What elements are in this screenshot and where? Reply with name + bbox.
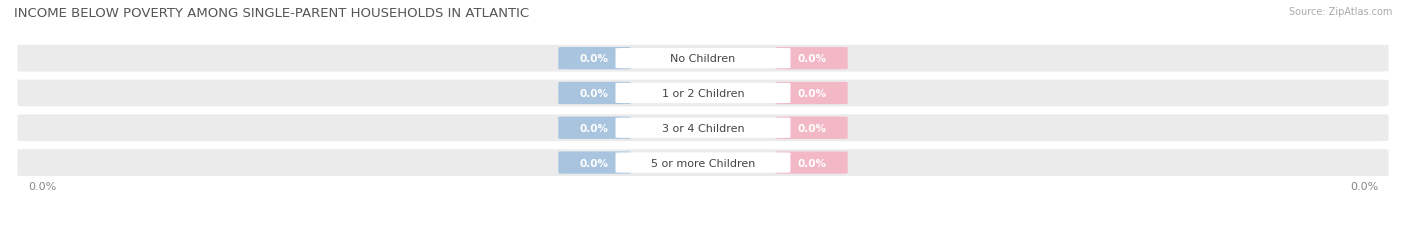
Text: INCOME BELOW POVERTY AMONG SINGLE-PARENT HOUSEHOLDS IN ATLANTIC: INCOME BELOW POVERTY AMONG SINGLE-PARENT…	[14, 7, 529, 20]
Text: 0.0%: 0.0%	[1350, 181, 1378, 191]
Text: 3 or 4 Children: 3 or 4 Children	[662, 123, 744, 133]
Text: No Children: No Children	[671, 54, 735, 64]
FancyBboxPatch shape	[775, 152, 848, 174]
FancyBboxPatch shape	[17, 149, 1389, 176]
FancyBboxPatch shape	[17, 115, 1389, 142]
Text: 0.0%: 0.0%	[797, 158, 825, 168]
Text: 0.0%: 0.0%	[581, 88, 609, 99]
FancyBboxPatch shape	[616, 49, 790, 69]
FancyBboxPatch shape	[558, 48, 631, 70]
FancyBboxPatch shape	[616, 83, 790, 104]
FancyBboxPatch shape	[616, 118, 790, 138]
Text: Source: ZipAtlas.com: Source: ZipAtlas.com	[1288, 7, 1392, 17]
FancyBboxPatch shape	[775, 117, 848, 139]
FancyBboxPatch shape	[558, 82, 631, 105]
FancyBboxPatch shape	[775, 48, 848, 70]
Text: 0.0%: 0.0%	[28, 181, 56, 191]
Text: 1 or 2 Children: 1 or 2 Children	[662, 88, 744, 99]
Text: 0.0%: 0.0%	[581, 123, 609, 133]
Text: 0.0%: 0.0%	[581, 158, 609, 168]
FancyBboxPatch shape	[17, 80, 1389, 107]
Text: 0.0%: 0.0%	[581, 54, 609, 64]
FancyBboxPatch shape	[17, 46, 1389, 72]
FancyBboxPatch shape	[775, 82, 848, 105]
Text: 5 or more Children: 5 or more Children	[651, 158, 755, 168]
FancyBboxPatch shape	[558, 117, 631, 139]
FancyBboxPatch shape	[558, 152, 631, 174]
Text: 0.0%: 0.0%	[797, 88, 825, 99]
Text: 0.0%: 0.0%	[797, 123, 825, 133]
FancyBboxPatch shape	[616, 153, 790, 173]
Text: 0.0%: 0.0%	[797, 54, 825, 64]
